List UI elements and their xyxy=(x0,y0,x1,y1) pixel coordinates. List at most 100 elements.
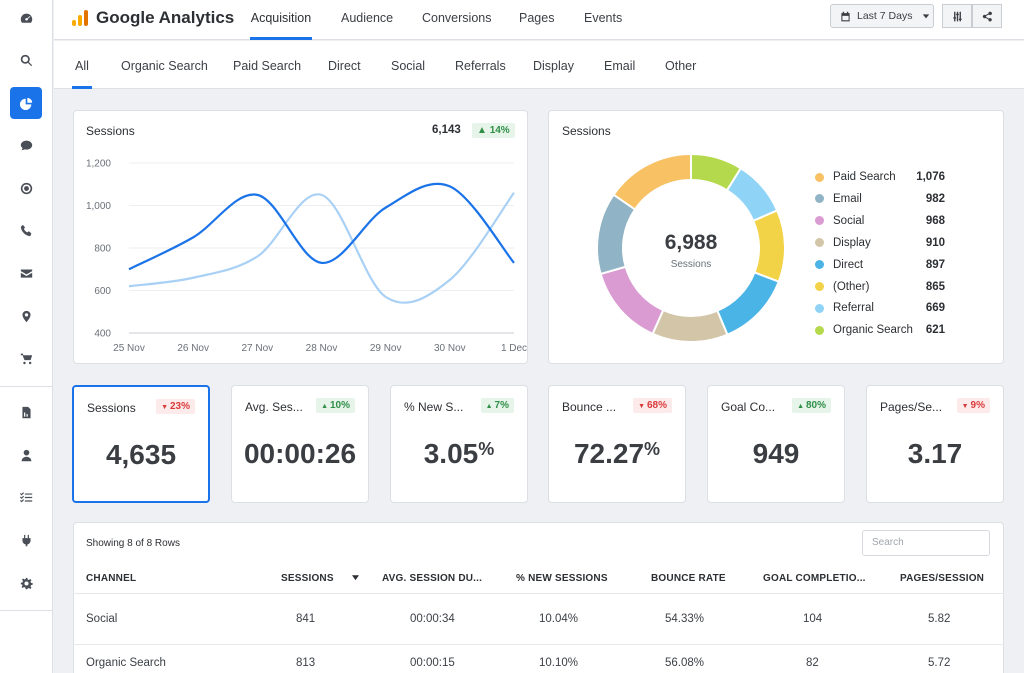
series-line-previous xyxy=(128,192,515,304)
subtab-other[interactable]: Other xyxy=(665,59,697,73)
legend-value: 982 xyxy=(925,192,945,205)
metric-card[interactable]: Goal Co... ▲ 80% 949 xyxy=(707,385,845,503)
metric-title: Sessions xyxy=(87,401,136,415)
metric-card[interactable]: % New S... ▲ 7% 3.05% xyxy=(390,385,528,503)
cell-sessions: 813 xyxy=(296,657,316,669)
search-icon[interactable] xyxy=(10,44,42,76)
subtab-all[interactable]: All xyxy=(72,41,92,89)
plug-icon[interactable] xyxy=(10,524,42,556)
column-header-pages-session[interactable]: PAGES/SESSION xyxy=(900,573,985,584)
metric-value-number: 3.17 xyxy=(907,438,963,469)
table-search-input[interactable]: Search xyxy=(862,530,990,556)
table-divider xyxy=(73,644,1004,645)
settings-sliders-button[interactable] xyxy=(942,4,972,28)
cell-bounce-rate: 54.33% xyxy=(665,613,705,625)
x-tick-label: 27 Nov xyxy=(241,343,273,354)
app-logo: Google Analytics xyxy=(72,8,234,28)
dashboard-icon[interactable] xyxy=(10,2,42,34)
column-header-avg-session-duration[interactable]: AVG. SESSION DU... xyxy=(382,573,483,584)
metric-card[interactable]: Avg. Ses... ▲ 10% 00:00:26 xyxy=(231,385,369,503)
y-tick-label: 1,200 xyxy=(86,159,111,170)
location-pin-icon[interactable] xyxy=(10,300,42,332)
tab-acquisition[interactable]: Acquisition xyxy=(250,0,312,40)
subtab-email[interactable]: Email xyxy=(604,59,636,73)
donut-slice xyxy=(752,209,786,284)
cell-avg-session-duration: 00:00:34 xyxy=(410,613,455,625)
legend-item[interactable]: Referral 669 xyxy=(815,301,945,315)
phone-icon[interactable] xyxy=(10,214,42,246)
donut-slice xyxy=(651,308,729,343)
user-icon[interactable] xyxy=(10,439,42,471)
share-button[interactable] xyxy=(972,4,1002,28)
column-header-new-sessions[interactable]: % NEW SESSIONS xyxy=(516,573,608,584)
gear-icon[interactable] xyxy=(10,567,42,599)
metric-value-number: 949 xyxy=(752,438,800,469)
legend-swatch xyxy=(815,260,824,270)
share-icon xyxy=(982,11,992,21)
top-header: Google Analytics Acquisition Audience Co… xyxy=(54,0,1024,40)
chat-icon[interactable] xyxy=(10,129,42,161)
date-range-dropdown[interactable]: Last 7 Days xyxy=(830,4,934,28)
subtab-organic-search[interactable]: Organic Search xyxy=(121,59,208,73)
legend-label: Organic Search xyxy=(833,324,913,337)
legend-item[interactable]: Email 982 xyxy=(815,192,945,206)
cart-icon[interactable] xyxy=(10,342,42,374)
legend-item[interactable]: Direct 897 xyxy=(815,258,945,272)
cell-goal-completions: 82 xyxy=(806,657,819,669)
column-header-bounce-rate[interactable]: BOUNCE RATE xyxy=(651,573,726,584)
metric-value: 3.05% xyxy=(391,438,527,470)
metric-value-number: 3.05 xyxy=(423,438,479,469)
legend-swatch xyxy=(815,172,824,182)
pie-chart-icon[interactable] xyxy=(10,87,42,119)
x-tick-label: 26 Nov xyxy=(177,343,209,354)
column-header-goal-completions[interactable]: GOAL COMPLETIO... xyxy=(763,573,866,584)
metric-change-badge: ▲ 80% xyxy=(792,398,831,413)
cell-avg-session-duration: 00:00:15 xyxy=(410,657,455,669)
calendar-icon xyxy=(841,11,850,21)
line-card-change-badge: ▲ 14% xyxy=(472,123,515,138)
legend-value: 621 xyxy=(925,324,945,337)
subtab-referrals[interactable]: Referrals xyxy=(455,59,506,73)
subtab-direct[interactable]: Direct xyxy=(328,59,361,73)
legend-label: (Other) xyxy=(833,280,870,293)
sort-desc-icon[interactable] xyxy=(352,575,359,581)
metric-change: 23% xyxy=(169,401,190,412)
metric-value-unit: % xyxy=(478,439,495,459)
tab-conversions[interactable]: Conversions xyxy=(422,11,492,25)
subtab-display[interactable]: Display xyxy=(533,59,574,73)
tab-audience[interactable]: Audience xyxy=(341,11,394,25)
metric-change-badge: ▲ 7% xyxy=(480,398,514,413)
series-line-current xyxy=(128,182,515,271)
legend-item[interactable]: Display 910 xyxy=(815,236,945,250)
column-header-channel[interactable]: CHANNEL xyxy=(86,573,137,584)
legend-item[interactable]: (Other) 865 xyxy=(815,280,945,294)
subtab-social[interactable]: Social xyxy=(391,59,426,73)
legend-item[interactable]: Social 968 xyxy=(815,214,945,228)
metric-card[interactable]: Pages/Se... ▼ 9% 3.17 xyxy=(866,385,1004,503)
tab-pages[interactable]: Pages xyxy=(519,11,555,25)
target-icon[interactable] xyxy=(10,172,42,204)
metric-card[interactable]: Sessions ▼ 23% 4,635 xyxy=(72,385,210,503)
checklist-icon[interactable] xyxy=(10,481,42,513)
column-header-sessions[interactable]: SESSIONS xyxy=(281,573,334,584)
arrow-down-icon: ▼ xyxy=(161,404,170,411)
app-title: Google Analytics xyxy=(96,8,235,27)
tab-events[interactable]: Events xyxy=(584,11,623,25)
metric-title: % New S... xyxy=(404,400,464,414)
mail-icon[interactable] xyxy=(10,257,42,289)
subtab-paid-search[interactable]: Paid Search xyxy=(233,59,302,73)
legend-item[interactable]: Paid Search 1,076 xyxy=(815,170,945,184)
metric-change: 9% xyxy=(970,400,985,411)
arrow-down-icon: ▼ xyxy=(961,403,971,410)
metric-card[interactable]: Bounce ... ▼ 68% 72.27% xyxy=(548,385,686,503)
legend-label: Direct xyxy=(833,258,864,271)
sessions-line-chart: 400 600 800 1,000 1,200 25 Nov 26 Nov 27 Nov 28 … xyxy=(86,159,527,355)
legend-item[interactable]: Organic Search 621 xyxy=(815,323,945,337)
legend-label: Referral xyxy=(833,302,874,315)
metric-value: 72.27% xyxy=(549,438,685,470)
y-tick-label: 800 xyxy=(94,244,111,255)
donut-center-label: Sessions xyxy=(670,259,712,270)
legend-value: 968 xyxy=(925,214,945,227)
metric-change-badge: ▼ 68% xyxy=(633,398,672,413)
report-icon[interactable] xyxy=(10,396,42,428)
